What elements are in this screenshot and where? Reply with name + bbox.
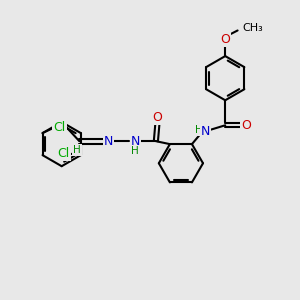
Text: O: O — [152, 111, 162, 124]
Text: Cl: Cl — [53, 121, 66, 134]
Text: H: H — [131, 146, 139, 156]
Text: N: N — [130, 135, 140, 148]
Text: O: O — [220, 33, 230, 46]
Text: CH₃: CH₃ — [242, 22, 263, 32]
Text: H: H — [73, 145, 81, 155]
Text: H: H — [195, 125, 203, 135]
Text: N: N — [200, 125, 210, 138]
Text: Cl: Cl — [58, 147, 70, 160]
Text: N: N — [104, 135, 113, 148]
Text: O: O — [242, 119, 251, 132]
